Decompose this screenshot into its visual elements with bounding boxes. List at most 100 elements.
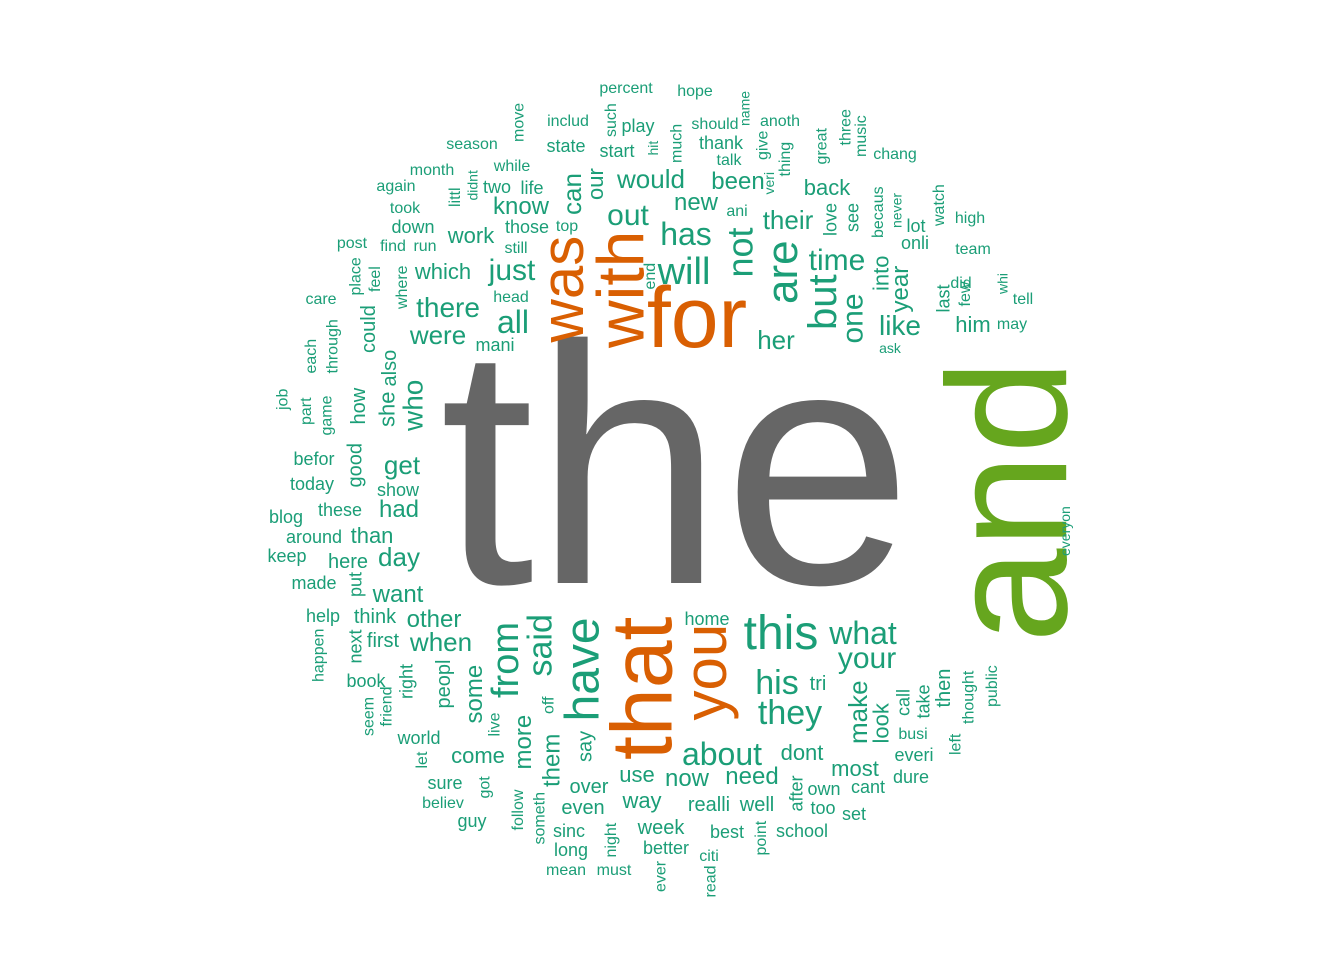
word-name: name — [736, 90, 753, 126]
word-talk: talk — [716, 152, 742, 169]
word-make: make — [843, 680, 874, 744]
word-end: end — [642, 262, 660, 290]
word-over: over — [569, 776, 609, 798]
word-littl: littl — [447, 187, 465, 207]
word-put: put — [345, 571, 366, 597]
word-and: and — [913, 359, 1104, 643]
word-realli: realli — [687, 794, 731, 816]
word-public: public — [984, 665, 1002, 707]
word-dont: dont — [780, 740, 824, 765]
word-use: use — [619, 762, 655, 787]
word-busi: busi — [898, 726, 928, 743]
word-work: work — [447, 223, 495, 248]
word-hit: hit — [645, 140, 662, 156]
word-care: care — [305, 291, 337, 308]
word-more: more — [510, 714, 538, 770]
word-even: even — [561, 797, 605, 819]
word-right: right — [396, 663, 417, 699]
word-high: high — [954, 210, 986, 227]
word-has: has — [660, 216, 712, 252]
word-percent: percent — [599, 80, 653, 97]
word-are: are — [758, 240, 808, 304]
word-tri: tri — [809, 673, 827, 695]
word-their: their — [762, 205, 814, 235]
word-your: your — [837, 642, 897, 675]
word-these: these — [317, 500, 363, 520]
word-cant: cant — [850, 777, 886, 797]
word-dure: dure — [892, 767, 930, 787]
word-made: made — [291, 573, 337, 593]
word-didnt: didnt — [464, 170, 481, 201]
word-whi: whi — [994, 272, 1011, 294]
word-world: world — [397, 728, 441, 748]
word-tell: tell — [1012, 291, 1034, 308]
word-hope: hope — [677, 83, 713, 100]
word-thank: thank — [698, 133, 744, 153]
word-citi: citi — [699, 848, 719, 865]
word-them: them — [538, 733, 566, 787]
word-blog: blog — [268, 507, 304, 527]
word-help: help — [305, 606, 341, 626]
word-veri: veri — [761, 171, 778, 195]
word-well: well — [739, 794, 775, 816]
word-first: first — [366, 630, 400, 652]
word-there: there — [416, 292, 480, 323]
word-head: head — [493, 289, 529, 306]
word-know: know — [492, 193, 550, 220]
word-sure: sure — [427, 773, 463, 793]
word-long: long — [553, 840, 589, 860]
word-week: week — [637, 817, 685, 839]
word-next: next — [345, 629, 366, 664]
word-music: music — [853, 115, 871, 157]
word-him: him — [955, 312, 991, 337]
word-everi: everi — [894, 745, 934, 765]
word-life: life — [520, 178, 544, 198]
word-believ: believ — [422, 795, 464, 812]
word-may: may — [996, 316, 1028, 333]
word-will: will — [657, 251, 711, 293]
word-down: down — [391, 217, 435, 237]
word-mani: mani — [475, 335, 515, 355]
word-took: took — [389, 200, 421, 217]
word-his: his — [755, 664, 799, 702]
word-way: way — [622, 788, 662, 813]
word-friend: friend — [378, 686, 396, 727]
word-other: other — [406, 606, 462, 633]
word-see: see — [842, 202, 863, 232]
word-top: top — [555, 218, 579, 235]
word-live: live — [486, 712, 504, 737]
word-did: did — [950, 275, 972, 292]
word-season: season — [446, 136, 498, 153]
word-today: today — [289, 474, 335, 494]
word-give: give — [754, 130, 772, 160]
word-someth: someth — [531, 792, 549, 845]
word-great: great — [813, 128, 831, 165]
word-take: take — [913, 684, 934, 719]
word-night: night — [603, 822, 621, 858]
word-out: out — [607, 199, 649, 232]
word-need: need — [725, 763, 779, 790]
word-move: move — [510, 102, 528, 142]
word-say: say — [574, 730, 597, 762]
word-let: let — [414, 751, 432, 769]
word-think: think — [353, 606, 397, 628]
word-around: around — [285, 527, 343, 547]
word-game: game — [318, 395, 336, 436]
word-place: place — [347, 257, 365, 296]
word-would: would — [617, 164, 685, 194]
word-each: each — [303, 338, 321, 374]
word-book: book — [346, 671, 386, 691]
word-thought: thought — [960, 670, 978, 724]
word-this: this — [743, 607, 819, 660]
word-must: must — [596, 862, 632, 879]
word-all: all — [496, 304, 530, 340]
word-best: best — [709, 822, 745, 842]
word-call: call — [893, 688, 914, 716]
word-much: much — [668, 123, 686, 163]
word-lot: lot — [906, 216, 926, 236]
word-who: who — [397, 379, 429, 431]
word-new: new — [673, 189, 719, 216]
word-befor: befor — [293, 449, 335, 469]
word-off: off — [540, 696, 558, 715]
word-could: could — [358, 305, 381, 353]
